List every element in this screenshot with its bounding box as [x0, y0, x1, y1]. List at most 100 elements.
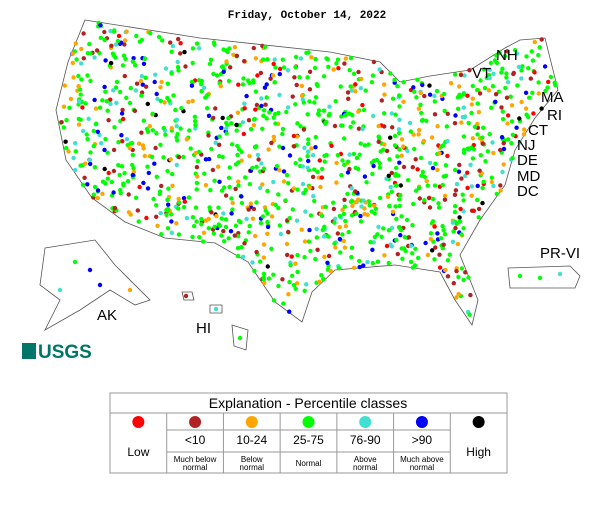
- site-dot: [499, 105, 504, 110]
- site-dot: [95, 195, 100, 201]
- site-dot: [305, 112, 310, 117]
- site-dot: [311, 194, 316, 199]
- site-dot: [137, 39, 143, 44]
- site-dot: [301, 127, 307, 132]
- site-dot: [307, 87, 313, 92]
- site-dot: [530, 90, 535, 96]
- site-dot: [471, 208, 476, 213]
- site-dot: [430, 248, 435, 253]
- site-dot: [235, 110, 241, 115]
- site-dot: [291, 144, 297, 149]
- site-dot: [427, 92, 433, 97]
- site-dot: [309, 55, 314, 60]
- site-dot: [477, 91, 483, 96]
- site-dot: [241, 131, 246, 137]
- site-dot: [111, 88, 116, 93]
- site-dot: [72, 259, 78, 265]
- site-dot: [475, 197, 480, 203]
- site-dot: [273, 65, 278, 70]
- site-dot: [336, 266, 342, 271]
- site-dot: [133, 88, 139, 93]
- site-dot: [374, 157, 379, 163]
- site-dot: [246, 118, 252, 123]
- site-dot: [356, 69, 361, 75]
- site-dot: [360, 126, 365, 132]
- site-dot: [230, 207, 235, 212]
- site-dot: [351, 265, 357, 270]
- site-dot: [442, 193, 448, 198]
- site-dot: [136, 219, 141, 224]
- site-dot: [73, 167, 78, 173]
- site-dot: [349, 254, 354, 260]
- site-dot: [520, 64, 525, 69]
- site-dot: [339, 172, 344, 178]
- site-dot: [168, 40, 173, 45]
- site-dot: [85, 136, 90, 142]
- site-dot: [358, 86, 363, 91]
- site-dot: [233, 186, 238, 192]
- site-dot: [263, 208, 268, 213]
- site-dot: [321, 74, 327, 79]
- site-dot: [178, 41, 183, 46]
- site-dot: [158, 98, 163, 104]
- site-dot: [269, 140, 274, 146]
- site-dot: [393, 204, 398, 209]
- site-dot: [97, 105, 103, 110]
- site-dot: [182, 49, 187, 55]
- site-dot: [390, 125, 395, 130]
- site-dot: [357, 258, 362, 264]
- site-dot: [73, 149, 79, 154]
- site-dot: [375, 259, 381, 264]
- site-dot: [305, 75, 310, 80]
- site-dot: [76, 73, 81, 79]
- site-dot: [545, 85, 550, 90]
- site-dot: [265, 188, 270, 194]
- site-dot: [281, 179, 287, 184]
- site-dot: [118, 190, 123, 196]
- site-dot: [174, 124, 179, 129]
- site-dot: [169, 212, 174, 217]
- site-dot: [316, 112, 321, 118]
- site-dot: [450, 220, 455, 225]
- site-dot: [510, 132, 516, 137]
- site-dot: [461, 134, 467, 139]
- site-dot: [246, 207, 251, 212]
- site-dot: [453, 225, 458, 231]
- legend-dot: [415, 416, 428, 428]
- site-dot: [362, 206, 367, 211]
- site-dot: [536, 91, 541, 96]
- site-dot: [262, 205, 268, 210]
- site-dot: [318, 184, 323, 190]
- site-dot: [293, 54, 299, 60]
- site-dot: [102, 147, 107, 153]
- site-dot: [459, 120, 464, 125]
- site-dot: [174, 221, 179, 226]
- site-dot: [149, 154, 155, 159]
- site-dot: [511, 71, 516, 77]
- site-dot: [475, 87, 480, 93]
- site-dot: [392, 133, 398, 139]
- site-dot: [163, 66, 169, 71]
- site-dot: [402, 234, 408, 240]
- site-dot: [395, 84, 400, 89]
- site-dot: [411, 201, 416, 207]
- site-dot: [224, 59, 229, 64]
- site-dot: [517, 273, 523, 279]
- site-dot: [250, 165, 255, 171]
- site-dot: [480, 185, 485, 191]
- site-dot: [481, 125, 486, 130]
- site-dot: [229, 142, 235, 147]
- site-dot: [385, 194, 391, 199]
- site-dot: [506, 137, 511, 142]
- site-dot: [405, 148, 410, 154]
- site-dot: [508, 94, 513, 99]
- site-dot: [222, 185, 227, 190]
- state-label: PR-VI: [540, 245, 580, 262]
- site-dot: [226, 175, 232, 180]
- site-dot: [131, 169, 137, 174]
- site-dot: [131, 56, 136, 61]
- site-dot: [308, 213, 314, 218]
- site-dot: [254, 164, 259, 169]
- site-dot: [523, 90, 529, 96]
- site-dot: [445, 274, 451, 279]
